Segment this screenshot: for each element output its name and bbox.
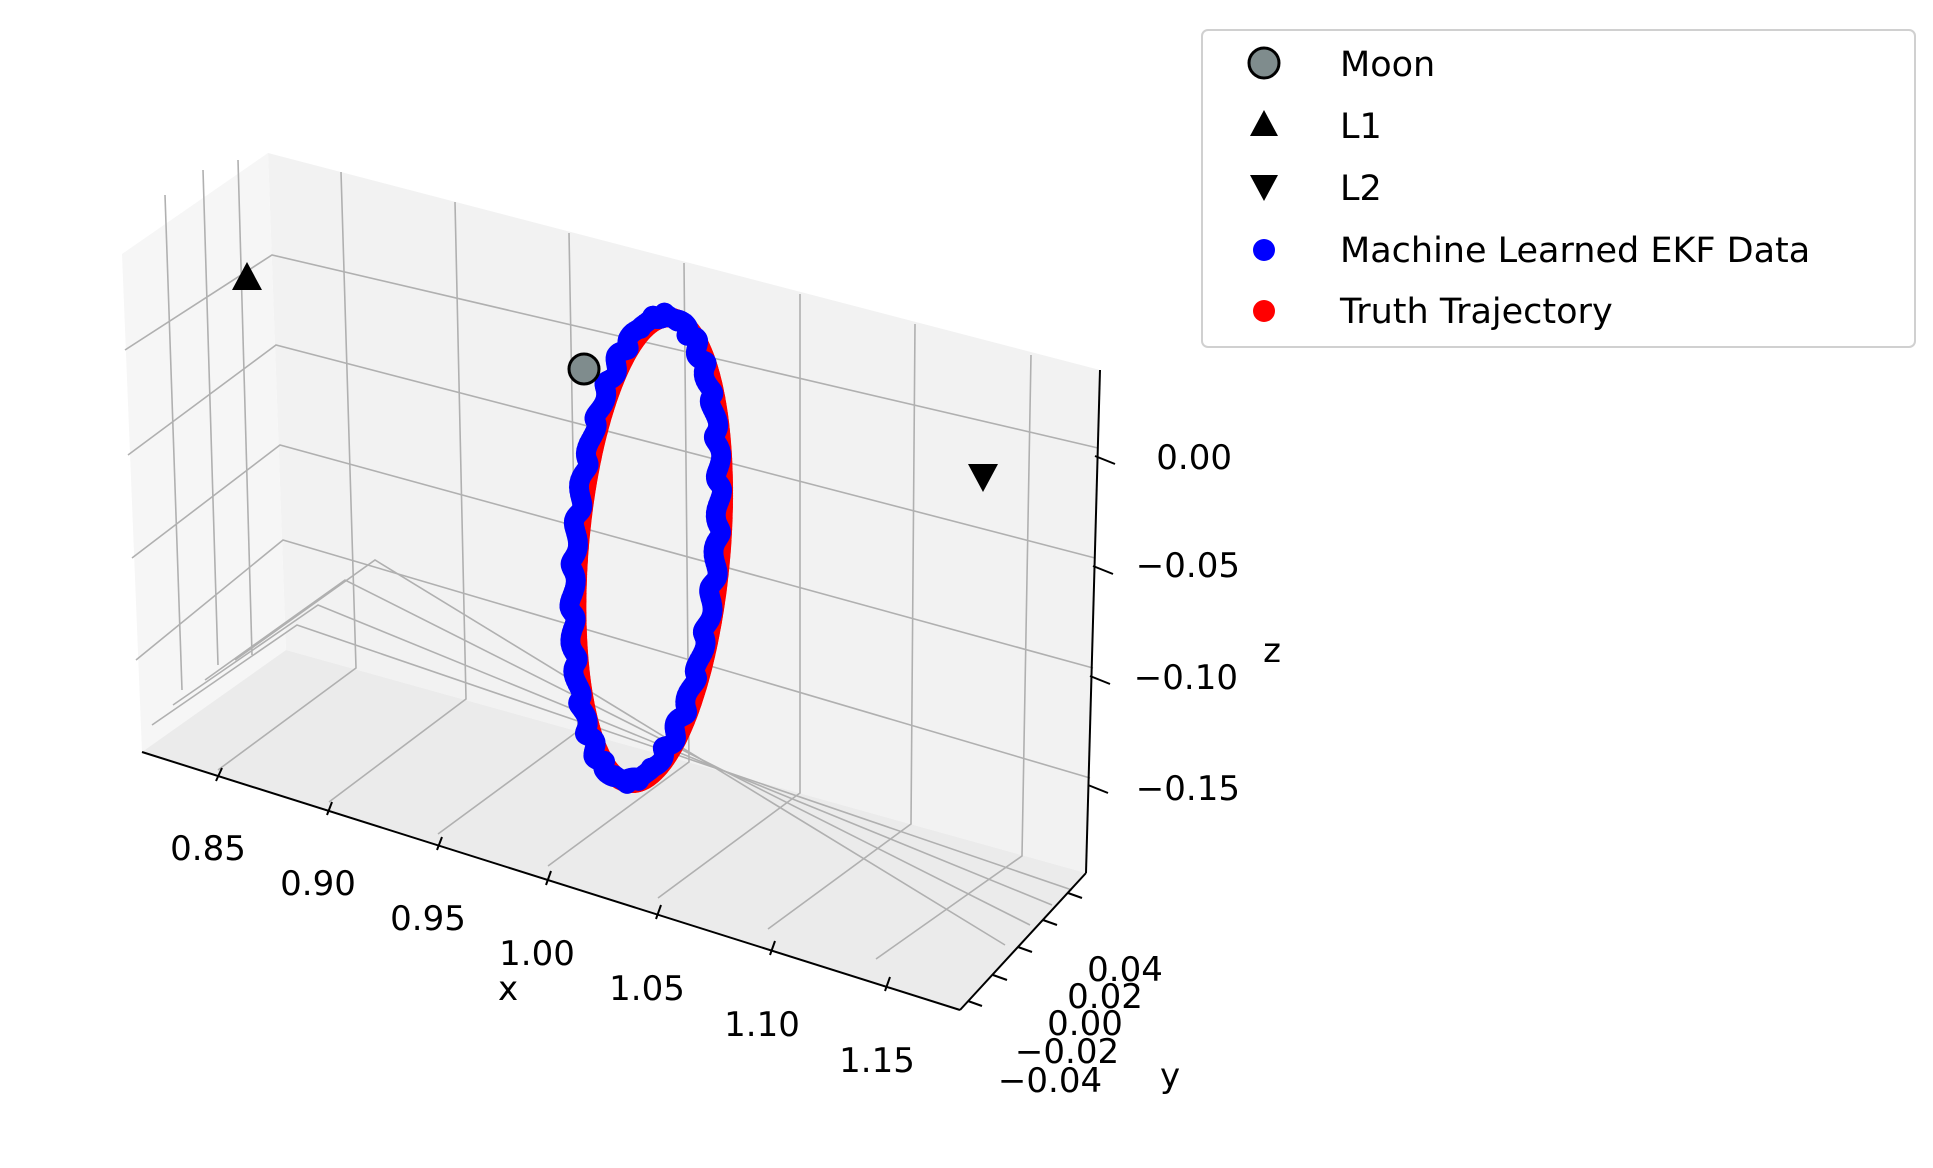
grid-line: [164, 194, 183, 691]
legend-label: L1: [1340, 107, 1382, 147]
grid-line: [131, 444, 1094, 669]
tick-mark: [967, 1000, 983, 1007]
tick-mark: [1089, 675, 1111, 685]
tick-mark: [1042, 919, 1058, 926]
tick-mark: [1092, 565, 1114, 575]
legend-l1-marker: [1250, 110, 1278, 136]
x-tick-label: 0.85: [170, 829, 246, 869]
tick-mark: [215, 767, 223, 782]
tick-mark: [1094, 455, 1116, 465]
y-tick-label: 0.00: [1047, 1004, 1123, 1044]
tick-marks: [215, 455, 1116, 1007]
x-axis-label: x: [498, 969, 518, 1009]
legend-ekf-marker: [1253, 239, 1275, 261]
y-tick-label: −0.04: [998, 1061, 1102, 1101]
z-axis-line: [1085, 369, 1101, 874]
grid-line: [237, 159, 253, 656]
legend-l2-marker: [1250, 175, 1278, 201]
moon-marker: [567, 352, 601, 386]
x-tick-label: 1.15: [839, 1041, 915, 1081]
legend-box: [1201, 29, 1916, 348]
ekf-point: [647, 309, 668, 329]
y-axis-line: [959, 872, 1087, 1011]
tick-mark: [545, 870, 552, 886]
grid-line: [657, 294, 801, 899]
axis-lines: [141, 369, 1101, 1011]
legend-label: Machine Learned EKF Data: [1340, 231, 1810, 271]
grid-line: [767, 323, 916, 930]
z-tick-label: −0.10: [1134, 658, 1238, 698]
tick-mark: [655, 904, 662, 920]
y-tick-label: −0.02: [1015, 1032, 1119, 1072]
z-tick-label: −0.15: [1136, 769, 1240, 809]
y-axis-label: y: [1160, 1056, 1180, 1096]
back-pane-yz: [122, 153, 286, 752]
grid-line: [547, 262, 690, 867]
z-tick-labels: −0.15 −0.10 −0.05 0.00: [1134, 438, 1240, 809]
legend: Moon L1 L2 Machine Learned EKF Data Trut…: [1201, 29, 1916, 348]
z-tick-label: 0.00: [1156, 438, 1232, 478]
grid-line: [217, 171, 357, 771]
legend-label: Truth Trajectory: [1339, 292, 1613, 332]
grid-line: [127, 344, 1096, 559]
tick-mark: [326, 801, 333, 816]
y-tick-label: 0.04: [1087, 950, 1163, 990]
grid-line: [151, 624, 1073, 891]
y-tick-label: 0.02: [1067, 977, 1143, 1017]
tick-mark: [1087, 784, 1109, 794]
z-axis-label: z: [1263, 631, 1281, 671]
x-axis-line: [141, 751, 961, 1011]
z-tick-label: −0.05: [1136, 546, 1240, 586]
tick-mark: [1067, 892, 1083, 899]
legend-label: L2: [1340, 169, 1382, 209]
grid-line: [328, 201, 467, 803]
tick-mark: [884, 976, 891, 992]
chart-panes: [122, 153, 1100, 1010]
legend-label: Moon: [1340, 45, 1435, 85]
grid-line: [202, 169, 219, 666]
tick-mark: [1017, 946, 1033, 953]
tick-mark: [436, 836, 443, 851]
x-tick-label: 0.95: [390, 899, 466, 939]
l1-marker: [232, 262, 262, 290]
x-tick-label: 0.90: [280, 864, 356, 904]
x-tick-labels: 0.85 0.90 0.95 1.00 1.05 1.10 1.15: [170, 829, 915, 1081]
grid-line: [172, 604, 1053, 906]
x-tick-label: 1.00: [499, 934, 575, 974]
tick-mark: [769, 940, 776, 956]
ekf-data-series: [559, 302, 732, 794]
floor-pane: [142, 650, 1086, 1010]
grid-line: [124, 254, 1099, 449]
grid-line: [135, 539, 1091, 779]
x-tick-label: 1.10: [724, 1005, 800, 1045]
tick-mark: [992, 974, 1008, 981]
y-tick-labels: −0.04 −0.02 0.00 0.02 0.04: [998, 950, 1163, 1101]
l2-marker: [968, 464, 998, 492]
grid-line: [875, 354, 1032, 960]
grid-line: [234, 559, 1006, 946]
legend-truth-marker: [1253, 300, 1275, 322]
back-pane-xz: [268, 153, 1100, 873]
x-tick-label: 1.05: [609, 969, 685, 1009]
legend-moon-marker: [1247, 46, 1281, 80]
